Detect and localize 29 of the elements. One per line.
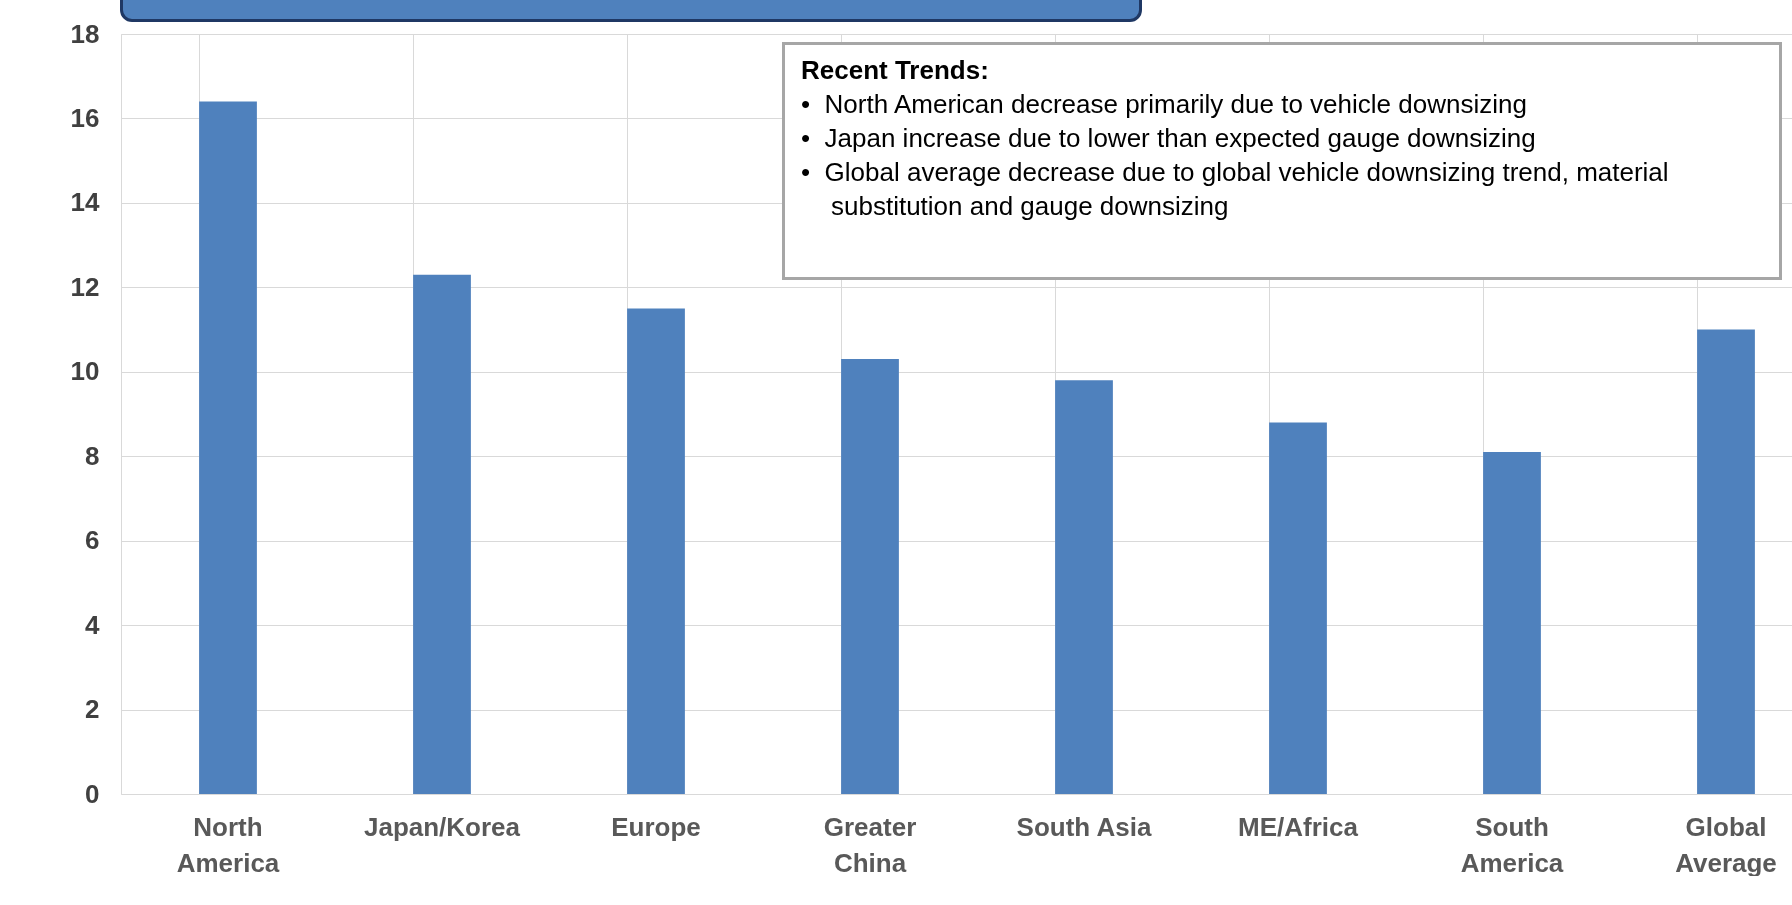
y-tick-label: 2: [85, 694, 100, 725]
y-tick-label: 14: [70, 187, 101, 218]
y-tick-label: 18: [70, 18, 100, 49]
bar: [841, 359, 899, 794]
y-tick-label: 10: [70, 356, 100, 387]
y-tick-label: 12: [70, 271, 100, 302]
x-tick-label: Greater China: [823, 811, 917, 878]
bar: [1055, 380, 1113, 794]
y-tick-label: 4: [85, 609, 101, 640]
x-tick-label: South Asia: [1016, 811, 1152, 842]
y-tick-label: 16: [70, 102, 100, 133]
x-tick-label: ME/Africa: [1238, 811, 1359, 842]
bar: [199, 101, 257, 794]
bar: [413, 274, 471, 794]
x-tick-label: Europe: [611, 811, 701, 842]
x-tick-label: Japan/Korea: [363, 811, 521, 842]
y-tick-label: 0: [85, 778, 100, 809]
annotation: • Global average decrease due to global vehicle downsizing trend, material substitution and gauge downsizing: [801, 156, 1670, 223]
y-tick-label: 8: [85, 440, 100, 471]
bar: [1697, 329, 1755, 794]
bar: [1269, 422, 1327, 794]
x-tick-label: South America: [1460, 811, 1564, 878]
annotation: • Japan increase due to lower than expected gauge downsizing: [801, 122, 1537, 155]
bar: [627, 308, 685, 794]
y-tick-label: 6: [85, 525, 100, 556]
annotation: • North American decrease primarily due to vehicle downsizing: [801, 88, 1528, 121]
bar: [1483, 452, 1541, 794]
x-tick-label: North America: [176, 811, 280, 878]
annotation: Recent Trends:: [801, 54, 990, 87]
